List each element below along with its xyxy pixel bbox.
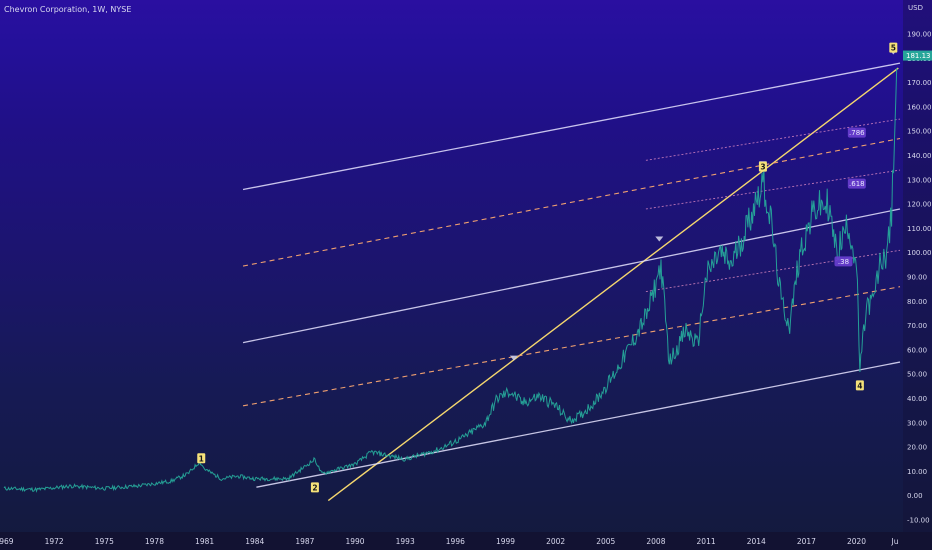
y-tick-label: -10.00	[907, 517, 930, 525]
fib-label: .38	[838, 258, 849, 266]
y-tick-label: 90.00	[907, 274, 927, 282]
x-tick-label: 2008	[646, 537, 665, 546]
wave-label-box	[758, 161, 767, 172]
y-axis-unit: USD	[908, 4, 923, 12]
x-tick-label: 2014	[747, 537, 766, 546]
pivot-marker	[655, 236, 664, 242]
x-tick-label: 1990	[345, 537, 364, 546]
fib-label-box	[847, 178, 866, 189]
x-tick-label: 1975	[95, 537, 114, 546]
pivot-marker	[509, 355, 518, 361]
x-axis-pane[interactable]	[0, 532, 932, 550]
wave-label-box	[197, 453, 206, 464]
wave-label: 1	[199, 454, 204, 463]
fib-label-box	[834, 256, 853, 267]
wave-label-box	[889, 42, 898, 53]
wave-label: 3	[760, 163, 765, 172]
y-tick-label: 0.00	[907, 492, 923, 500]
fib-line	[242, 137, 901, 267]
x-tick-label: 1969	[0, 537, 14, 546]
x-tick-label: 1978	[145, 537, 164, 546]
y-tick-label: 10.00	[907, 468, 927, 476]
x-tick-label: 1993	[396, 537, 415, 546]
x-tick-label: 1996	[446, 537, 465, 546]
y-tick-label: 50.00	[907, 371, 927, 379]
wave-label: 2	[312, 483, 317, 492]
y-tick-label: 70.00	[907, 322, 927, 330]
x-tick-label: 2020	[847, 537, 866, 546]
x-tick-label: 2011	[697, 537, 716, 546]
fib-label: .618	[849, 180, 865, 188]
y-tick-label: 100.00	[907, 249, 932, 257]
y-tick-label: 80.00	[907, 298, 927, 306]
y-axis-pane[interactable]	[903, 0, 932, 532]
fibthin-line	[645, 169, 901, 210]
fib-label-box	[847, 127, 866, 138]
x-tick-label: 2017	[797, 537, 816, 546]
x-tick-label: 1987	[295, 537, 314, 546]
wave-label-box	[310, 482, 319, 493]
last-price-label: 181.13	[906, 52, 931, 60]
channel-line	[242, 62, 901, 191]
channel-line	[256, 361, 901, 488]
y-tick-label: 190.00	[907, 31, 932, 39]
y-tick-label: 160.00	[907, 103, 932, 111]
y-tick-label: 140.00	[907, 152, 932, 160]
fibthin-line	[645, 118, 901, 161]
price-line[interactable]	[3, 67, 898, 493]
fibthin-line	[645, 249, 901, 293]
x-tick-label: 1972	[45, 537, 64, 546]
y-tick-label: 120.00	[907, 201, 932, 209]
y-tick-label: 20.00	[907, 444, 927, 452]
last-price-tag	[903, 50, 932, 61]
trendline-line	[327, 67, 899, 502]
y-tick-label: 40.00	[907, 395, 927, 403]
wave-label: 5	[891, 44, 896, 53]
x-tick-label: 1984	[245, 537, 264, 546]
y-tick-label: 30.00	[907, 419, 927, 427]
x-tick-label: Ju	[891, 537, 899, 546]
x-tick-label: 2002	[546, 537, 565, 546]
wave-label-box	[855, 380, 864, 391]
y-tick-label: 170.00	[907, 79, 932, 87]
x-tick-label: 1981	[195, 537, 214, 546]
fib-line	[242, 286, 901, 407]
channel-line	[242, 208, 901, 344]
x-tick-label: 2005	[596, 537, 615, 546]
x-tick-label: 1999	[496, 537, 515, 546]
y-tick-label: 130.00	[907, 176, 932, 184]
y-tick-label: 110.00	[907, 225, 932, 233]
wave-label: 4	[857, 381, 862, 390]
y-tick-label: 150.00	[907, 128, 932, 136]
fib-label: .786	[849, 129, 865, 137]
y-tick-label: 60.00	[907, 346, 927, 354]
chart-title: Chevron Corporation, 1W, NYSE	[4, 5, 132, 14]
